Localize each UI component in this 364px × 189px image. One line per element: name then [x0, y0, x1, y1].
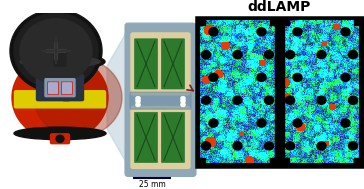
- Bar: [200, 20, 205, 25]
- Bar: [354, 159, 359, 163]
- Circle shape: [348, 51, 357, 59]
- FancyBboxPatch shape: [45, 79, 75, 97]
- Circle shape: [10, 10, 102, 92]
- Circle shape: [135, 102, 141, 107]
- Circle shape: [233, 142, 242, 150]
- Circle shape: [34, 58, 122, 137]
- Polygon shape: [107, 26, 130, 169]
- Circle shape: [348, 142, 357, 150]
- FancyBboxPatch shape: [15, 91, 106, 108]
- FancyBboxPatch shape: [162, 39, 185, 89]
- Bar: [270, 20, 275, 25]
- Circle shape: [233, 51, 242, 59]
- FancyBboxPatch shape: [162, 112, 185, 163]
- Bar: [275, 20, 284, 163]
- Circle shape: [317, 51, 326, 59]
- Circle shape: [285, 51, 294, 59]
- FancyBboxPatch shape: [54, 52, 66, 66]
- FancyBboxPatch shape: [196, 17, 363, 167]
- FancyBboxPatch shape: [135, 39, 158, 89]
- Circle shape: [14, 13, 98, 89]
- Bar: [354, 20, 359, 25]
- Circle shape: [265, 142, 273, 150]
- Circle shape: [135, 96, 141, 101]
- Circle shape: [202, 142, 210, 150]
- Circle shape: [233, 96, 242, 104]
- Circle shape: [317, 96, 326, 104]
- Text: ddLAMP: ddLAMP: [248, 0, 311, 14]
- Ellipse shape: [20, 56, 100, 67]
- Bar: [284, 159, 289, 163]
- FancyBboxPatch shape: [62, 82, 72, 94]
- Circle shape: [265, 96, 273, 104]
- Bar: [284, 20, 289, 25]
- Circle shape: [20, 19, 92, 83]
- Circle shape: [341, 73, 350, 81]
- Ellipse shape: [14, 127, 106, 140]
- Bar: [270, 159, 275, 163]
- Circle shape: [181, 96, 186, 101]
- Circle shape: [12, 54, 108, 141]
- FancyBboxPatch shape: [130, 92, 191, 109]
- Circle shape: [181, 102, 186, 107]
- Circle shape: [56, 135, 64, 142]
- Circle shape: [341, 119, 350, 127]
- Circle shape: [209, 28, 218, 36]
- Text: ⚠: ⚠: [63, 95, 70, 104]
- Circle shape: [135, 99, 141, 103]
- Circle shape: [202, 51, 210, 59]
- FancyBboxPatch shape: [48, 82, 58, 94]
- Circle shape: [202, 96, 210, 104]
- FancyBboxPatch shape: [125, 23, 196, 176]
- Circle shape: [257, 119, 266, 127]
- Bar: [200, 159, 205, 163]
- Circle shape: [293, 119, 302, 127]
- Circle shape: [181, 99, 186, 103]
- Circle shape: [257, 28, 266, 36]
- Circle shape: [209, 119, 218, 127]
- Circle shape: [285, 142, 294, 150]
- Circle shape: [348, 96, 357, 104]
- Circle shape: [341, 28, 350, 36]
- Ellipse shape: [15, 53, 105, 70]
- Circle shape: [317, 142, 326, 150]
- FancyBboxPatch shape: [51, 134, 70, 144]
- FancyBboxPatch shape: [36, 75, 83, 101]
- Text: 25 mm: 25 mm: [139, 180, 165, 189]
- Circle shape: [265, 51, 273, 59]
- Circle shape: [285, 96, 294, 104]
- Circle shape: [257, 73, 266, 81]
- FancyBboxPatch shape: [63, 83, 71, 93]
- FancyBboxPatch shape: [49, 83, 57, 93]
- Circle shape: [293, 73, 302, 81]
- Circle shape: [293, 28, 302, 36]
- Circle shape: [209, 73, 218, 81]
- FancyBboxPatch shape: [131, 33, 190, 95]
- FancyBboxPatch shape: [135, 112, 158, 163]
- FancyBboxPatch shape: [131, 106, 190, 168]
